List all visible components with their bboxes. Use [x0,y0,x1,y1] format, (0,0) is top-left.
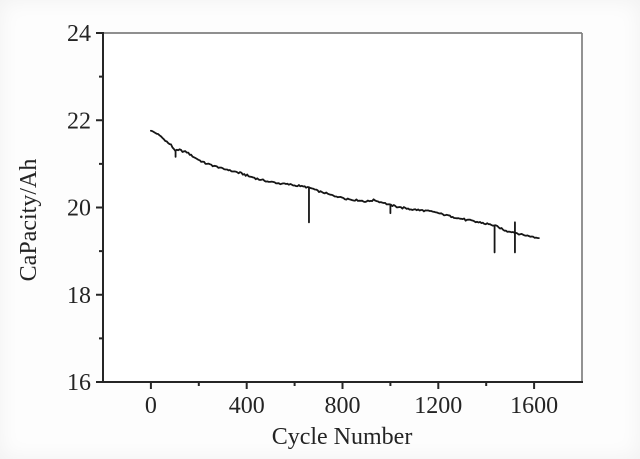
capacity-curve [149,129,540,240]
x-tick-label: 800 [325,393,361,419]
x-tick-label: 1200 [414,393,462,419]
y-axis-title: CaPacity/Ah [16,159,42,282]
data-series [149,129,540,254]
x-tick-label: 1600 [510,393,558,419]
x-tick-label: 0 [145,393,157,419]
plot-area [103,33,582,382]
y-tick-label: 16 [67,370,91,396]
y-tick-label: 22 [67,108,91,134]
axis-ticks [96,32,536,389]
axis-tick-labels: 0 400 800 1200 1600 16 18 20 22 24 [67,21,558,419]
y-tick-label: 18 [67,283,91,309]
x-tick-label: 400 [229,393,265,419]
y-tick-label: 24 [67,21,91,47]
y-tick-label: 20 [67,196,91,222]
x-axis-title: Cycle Number [272,424,413,450]
